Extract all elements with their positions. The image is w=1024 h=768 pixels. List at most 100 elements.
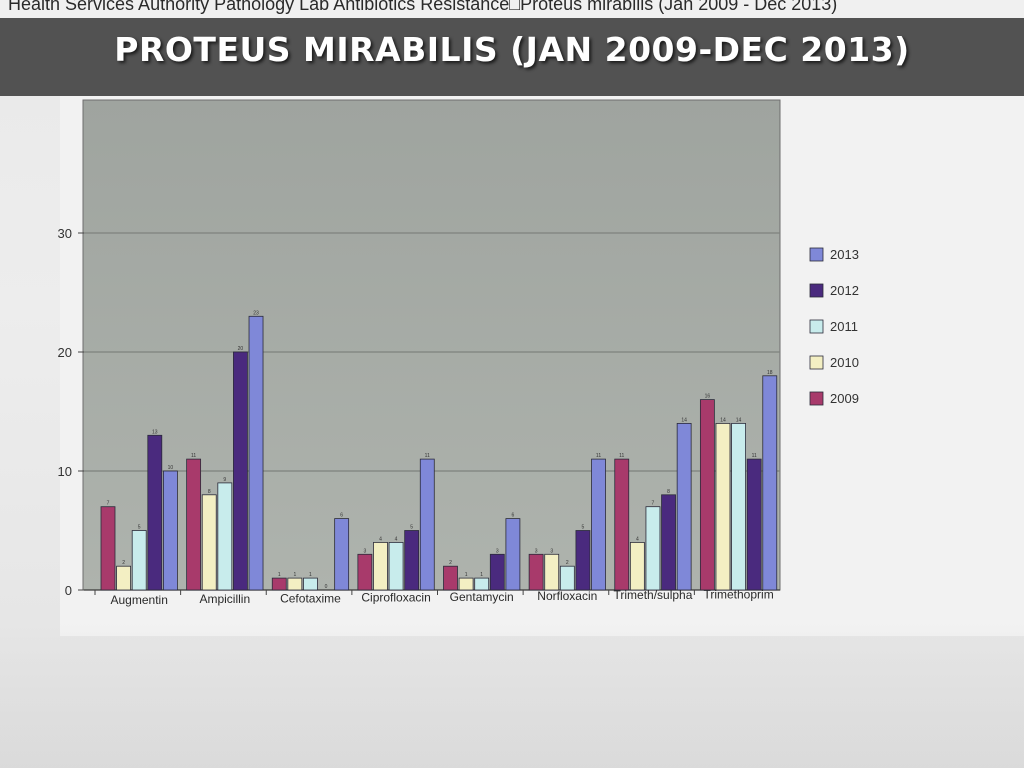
bar-data-label: 9 — [223, 477, 226, 483]
bar-2010-cefotaxime — [287, 577, 303, 591]
bar-data-label: 5 — [582, 525, 585, 531]
x-category-label: Gentamycin — [450, 590, 514, 604]
bar-data-label: 4 — [395, 536, 398, 542]
y-tick-label: 10 — [58, 464, 72, 479]
bar-data-label: 2 — [449, 560, 452, 566]
legend-swatch-2010 — [809, 355, 824, 370]
bar-data-label: 1 — [465, 572, 468, 578]
bar-data-label: 4 — [379, 536, 382, 542]
bar-data-label: 8 — [667, 489, 670, 495]
bar-2012-ampicillin — [233, 351, 248, 591]
bar-data-label: 16 — [705, 394, 711, 400]
bar-data-label: 20 — [238, 346, 244, 352]
bar-2012-augmentin — [147, 434, 163, 591]
bar-2011-norfloxacin — [559, 565, 575, 591]
bar-data-label: 4 — [636, 536, 639, 542]
bar-data-label: 5 — [138, 525, 141, 531]
bar-data-label: 3 — [363, 548, 366, 554]
bar-data-label: 1 — [480, 572, 483, 578]
bar-data-label: 2 — [122, 560, 125, 566]
bar-2013-norfloxacin — [591, 458, 606, 591]
bar-2011-augmentin — [131, 530, 147, 591]
bar-2012-ciprofloxacin — [404, 530, 420, 591]
bar-2010-ampicillin — [201, 494, 217, 591]
bar-2013-ampicillin — [248, 315, 264, 591]
slide-title: PROTEUS MIRABILIS (JAN 2009-DEC 2013) — [114, 30, 910, 69]
bar-2009-trimethoprim — [699, 399, 715, 591]
bar-2012-gentamycin — [489, 553, 505, 591]
bar-2012-trimethoprim — [746, 458, 762, 591]
bar-2012-norfloxacin — [575, 530, 591, 591]
bar-data-label: 13 — [152, 429, 158, 435]
legend: 2013 2012 2011 2010 2009 — [809, 247, 859, 406]
bar-2010-trimeth-sulpha — [629, 542, 645, 591]
bar-data-label: 6 — [512, 513, 515, 519]
photo-header-text: Health Services Authority Pathology Lab … — [8, 0, 838, 14]
bar-data-label: 14 — [681, 417, 687, 423]
bar-data-label: 1 — [309, 572, 312, 578]
bar-data-label: 5 — [410, 525, 413, 531]
bar-2009-augmentin — [100, 506, 116, 591]
bar-2013-ciprofloxacin — [419, 458, 435, 591]
bar-2010-norfloxacin — [544, 553, 560, 591]
bar-2010-gentamycin — [458, 577, 474, 591]
bar-2013-gentamycin — [505, 518, 521, 591]
x-category-label: Trimethoprim — [703, 587, 773, 601]
bar-2011-trimethoprim — [731, 422, 746, 591]
bar-2011-gentamycin — [474, 577, 490, 591]
bar-2009-norfloxacin — [528, 553, 544, 591]
bar-data-label: 3 — [496, 548, 499, 554]
bar-2011-ciprofloxacin — [388, 542, 404, 591]
bar-data-label: 3 — [535, 548, 538, 554]
legend-label-2009: 2009 — [830, 391, 859, 406]
x-category-label: Cefotaxime — [280, 591, 341, 605]
legend-swatch-2011 — [809, 319, 824, 334]
bar-data-label: 1 — [278, 572, 281, 578]
x-category-label: Trimeth/sulpha — [613, 588, 692, 602]
x-category-label: Norfloxacin — [537, 589, 597, 603]
bar-2011-trimeth-sulpha — [645, 506, 661, 591]
bar-data-label: 6 — [340, 513, 343, 519]
legend-label-2010: 2010 — [830, 355, 859, 370]
bar-data-label: 14 — [720, 417, 726, 423]
bar-data-label: 7 — [652, 501, 655, 507]
bar-data-label: 11 — [752, 453, 757, 459]
bar-data-label: 1 — [293, 572, 296, 578]
y-tick-label: 30 — [58, 226, 72, 241]
legend-swatch-2009 — [809, 391, 824, 406]
bar-2013-cefotaxime — [334, 518, 350, 591]
y-tick-label: 20 — [58, 345, 72, 360]
bar-2009-ciprofloxacin — [357, 553, 373, 591]
bar-2009-cefotaxime — [271, 577, 287, 591]
bar-2010-trimethoprim — [715, 422, 731, 591]
bar-2010-augmentin — [116, 565, 131, 591]
bar-data-label: 11 — [425, 453, 430, 459]
bar-data-label: 0 — [325, 584, 328, 590]
legend-label-2013: 2013 — [830, 247, 859, 262]
bar-data-label: 3 — [550, 548, 553, 554]
bar-data-label: 11 — [596, 453, 601, 459]
paper-shadow — [0, 620, 1024, 768]
bar-data-label: 11 — [619, 453, 624, 459]
bar-data-label: 18 — [767, 370, 773, 376]
bar-2009-gentamycin — [443, 565, 458, 591]
legend-label-2012: 2012 — [830, 283, 859, 298]
bar-2011-cefotaxime — [303, 577, 318, 591]
bar-2013-trimeth-sulpha — [676, 422, 692, 591]
x-category-label: Augmentin — [111, 593, 168, 607]
title-banner: PROTEUS MIRABILIS (JAN 2009-DEC 2013) — [0, 18, 1024, 96]
bar-data-label: 11 — [191, 453, 196, 459]
bar-2013-trimethoprim — [762, 375, 778, 591]
bar-data-label: 23 — [253, 310, 259, 316]
y-tick-label: 0 — [65, 583, 72, 598]
legend-swatch-2013 — [809, 247, 824, 262]
x-category-label: Ampicillin — [199, 592, 250, 606]
bar-data-label: 8 — [208, 489, 211, 495]
bar-2009-ampicillin — [186, 458, 202, 591]
legend-label-2011: 2011 — [830, 319, 858, 334]
bar-2010-ciprofloxacin — [373, 542, 388, 591]
x-category-label: Ciprofloxacin — [361, 591, 430, 605]
bar-2009-trimeth-sulpha — [614, 458, 630, 591]
